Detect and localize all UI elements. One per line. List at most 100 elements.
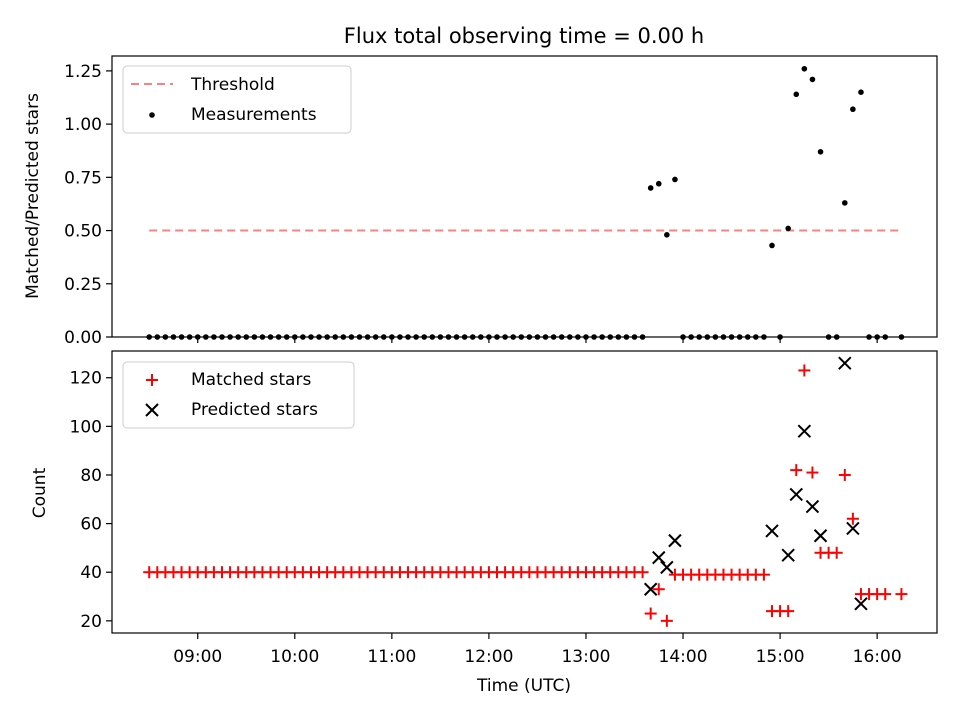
top-y-tick-label: 0.00: [64, 328, 102, 348]
legend-predicted-swatch: [145, 403, 159, 417]
matched-star-point: [798, 364, 811, 377]
matched-star-point: [757, 568, 770, 581]
predicted-star-point-b: [813, 529, 828, 543]
bottom-y-axis-label: Count: [30, 467, 50, 518]
top-legend: Threshold Measurements: [122, 65, 352, 134]
predicted-star-point-b: [660, 560, 674, 575]
measurement-point: [858, 89, 864, 95]
predicted-star-point-b: [805, 499, 820, 514]
measurement-point: [785, 225, 791, 232]
x-tick-label: 16:00: [853, 647, 902, 667]
top-y-tick-label: 0.50: [64, 222, 102, 242]
measurement-point: [793, 91, 800, 98]
predicted-star-point-b: [765, 524, 779, 538]
bottom-y-tick-label: 20: [80, 612, 102, 632]
chart-title: Flux total observing time = 0.00 h: [344, 24, 704, 48]
top-y-tick-label: 1.00: [64, 115, 102, 135]
predicted-star-point: [813, 529, 828, 543]
predicted-star-point-b: [652, 550, 666, 565]
predicted-star-point: [652, 550, 666, 565]
legend-predicted-marker: [145, 403, 159, 417]
predicted-star-point-b: [838, 356, 852, 370]
top-plot-frame: [111, 55, 938, 338]
measurement-point: [672, 176, 678, 183]
bottom-y-tick-label: 100: [70, 417, 102, 437]
predicted-star-point-b: [846, 521, 860, 536]
bottom-y-tick-label: 120: [70, 369, 102, 389]
bottom-x-axis: 09:00 10:00 11:00 12:00 13:00 14:00 15:00 16:00: [173, 633, 902, 667]
matched-star-point: [806, 466, 819, 479]
top-legend-box: [122, 65, 352, 134]
predicted-star-point: [797, 424, 812, 438]
legend-measurements-label: Measurements: [191, 105, 317, 125]
measurement-point: [850, 106, 856, 113]
top-y-axis: 0.00 0.25 0.50 0.75 1.00 1.25: [64, 62, 112, 348]
predicted-star-point: [805, 499, 820, 514]
bottom-panel: 20 40 60 80 100 120 09:00 10:00 11:00 12:00 13:00…: [30, 350, 938, 696]
legend-matched-swatch: [146, 374, 158, 386]
matched-star-point: [652, 583, 665, 596]
bottom-plot-frame: [111, 350, 938, 634]
matched-star-point: [838, 468, 851, 481]
bottom-y-tick-label: 40: [80, 563, 102, 583]
predicted-star-point-b: [789, 487, 803, 502]
predicted-star-point: [765, 524, 779, 538]
top-panel: 0.00 0.25 0.50 0.75 1.00 1.25 Matched/Predict…: [23, 55, 938, 348]
measurement-point: [647, 185, 654, 191]
measurement-point: [817, 148, 824, 155]
measurement-point: [664, 232, 670, 238]
x-tick-label: 10:00: [270, 647, 319, 667]
predicted-star-point-b: [643, 582, 658, 596]
measurement-point: [809, 76, 816, 83]
x-tick-label: 15:00: [756, 647, 805, 667]
x-tick-label: 13:00: [561, 647, 610, 667]
predicted-star-point-b: [854, 597, 868, 611]
bottom-legend-box: [122, 361, 355, 429]
predicted-star-point: [838, 356, 852, 370]
bottom-y-tick-label: 80: [80, 466, 102, 486]
legend-matched-label: Matched stars: [191, 370, 311, 390]
x-tick-label: 14:00: [659, 647, 708, 667]
predicted-star-point: [854, 597, 868, 611]
x-tick-label: 12:00: [464, 647, 513, 667]
predicted-star-points: [643, 356, 868, 611]
legend-predicted-label: Predicted stars: [191, 400, 318, 420]
predicted-star-point-b: [797, 424, 812, 438]
top-y-tick-label: 0.75: [64, 168, 102, 188]
legend-measurement-swatch: [149, 112, 155, 118]
predicted-star-point: [643, 582, 658, 596]
predicted-star-point: [660, 560, 674, 575]
legend-threshold-label: Threshold: [190, 75, 275, 95]
legend-matched-marker: [146, 374, 158, 386]
matched-star-point: [790, 464, 803, 477]
matched-star-point: [660, 614, 673, 627]
predicted-star-point: [668, 533, 682, 548]
legend-predicted-marker-b: [145, 403, 159, 417]
top-y-axis-label: Matched/Predicted stars: [23, 93, 43, 299]
matched-star-point: [636, 566, 649, 579]
measurement-point: [841, 200, 848, 206]
top-y-tick-label: 0.25: [64, 275, 102, 295]
bottom-legend: Matched stars Predicted stars: [122, 361, 355, 429]
predicted-star-point-b: [781, 548, 795, 562]
measurement-point: [769, 242, 775, 249]
x-tick-label: 09:00: [173, 647, 222, 667]
predicted-star-point: [781, 548, 795, 562]
predicted-star-point: [789, 487, 803, 502]
measurement-point: [655, 180, 662, 187]
x-tick-label: 11:00: [367, 647, 416, 667]
bottom-y-tick-label: 60: [80, 515, 102, 535]
x-axis-label: Time (UTC): [476, 676, 571, 696]
matched-star-point: [782, 605, 795, 618]
matched-star-points: [143, 364, 908, 627]
matched-star-point: [644, 607, 657, 620]
measurement-point: [801, 65, 808, 72]
matched-star-point: [879, 588, 892, 601]
matched-star-point: [895, 588, 908, 601]
matched-star-point: [830, 546, 843, 559]
predicted-star-point: [846, 521, 860, 536]
matched-star-point: [846, 512, 859, 525]
top-y-tick-label: 1.25: [64, 62, 102, 82]
predicted-star-point-b: [668, 533, 682, 548]
